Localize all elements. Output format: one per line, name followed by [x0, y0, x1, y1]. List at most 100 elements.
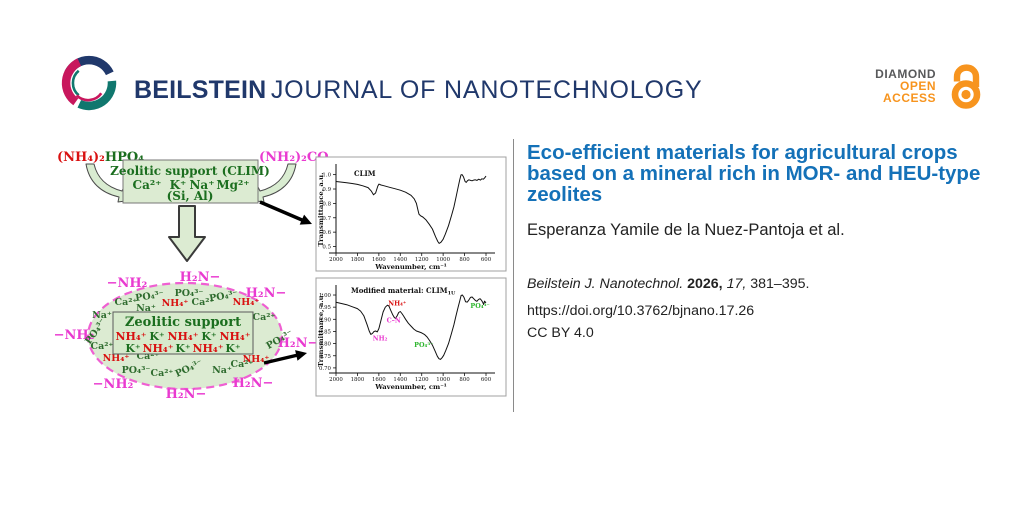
modified-spectrum-panel	[315, 277, 507, 397]
inner-support-box	[112, 311, 254, 355]
series-label: Modified material: CLIM1U	[351, 286, 456, 297]
arrow-to-modified-spectrum-head	[295, 350, 307, 361]
x-tick-label: 1000	[436, 257, 450, 263]
ion-label: Ca²⁺	[137, 351, 160, 362]
ion-label: PO₄³⁻	[135, 289, 165, 304]
y-tick-label: 0.80	[319, 342, 332, 348]
logo-arc-crimson-thin	[75, 92, 103, 102]
journal-wordmark: BEILSTEIN JOURNAL OF NANOTECHNOLOGY	[134, 76, 702, 105]
x-tick-label: 1200	[415, 257, 429, 263]
band-annotation: C–N	[387, 317, 401, 325]
logo-arc-teal-thin	[71, 69, 80, 97]
y-tick-label: 0.7	[322, 216, 331, 222]
reagent-dap-ammonium: (NH₄)₂	[57, 150, 105, 165]
logo-arc-teal	[77, 80, 117, 111]
journal-name: JOURNAL OF NANOTECHNOLOGY	[270, 76, 703, 104]
down-arrow	[168, 205, 206, 262]
ion-label: Ca²⁺	[91, 341, 114, 352]
arrow-to-clim-spectrum-head	[299, 214, 312, 225]
x-axis-title: Wavenumber, cm⁻¹	[374, 263, 447, 271]
clim-spectrum-plot: 2000 1800 1600 1400 1200 1000 800 600 1.0 0.9 0.8 0…	[317, 164, 495, 271]
y-axis-title: Transmittance, a.u.	[317, 173, 325, 247]
amine-label: H₂N−	[278, 336, 319, 351]
ion-label: Na⁺	[136, 303, 156, 314]
citation-pages: 381–395.	[750, 276, 810, 292]
y-tick-label: 0.8	[322, 201, 331, 207]
y-tick-label: 0.70	[319, 366, 332, 372]
amine-label: −NH₂	[54, 328, 95, 343]
open-lock-icon	[951, 64, 981, 109]
exchanged-ion-label: NH₄⁺	[192, 342, 223, 355]
article-doi-link[interactable]: https://doi.org/10.3762/bjnano.17.26	[527, 303, 755, 319]
y-tick-label: 1.0	[322, 173, 331, 179]
band-annotation: NH₄⁺	[388, 299, 406, 307]
open-access-labels: DIAMOND OPEN ACCESS	[875, 68, 936, 104]
ion-label: Ca²⁺	[253, 312, 276, 323]
article-title[interactable]: Eco-efficient materials for agricultural…	[527, 141, 981, 206]
spectrum-curve	[335, 174, 487, 244]
y-tick-label: 0.75	[319, 354, 332, 360]
beilstein-logo[interactable]	[57, 51, 121, 115]
article-info-panel: Eco-efficient materials for agricultural…	[527, 141, 993, 341]
exchanged-ion-label: NH₄⁺	[142, 342, 173, 355]
exchanged-ion-label: K⁺	[201, 330, 217, 343]
graphical-abstract-figure: (NH₄)₂HPO₄ (NH₂)₂CO Zeolitic support (CL…	[54, 150, 507, 402]
y-tick-label: 0.90	[319, 317, 332, 323]
open-label: OPEN	[899, 79, 936, 93]
open-access-badge[interactable]: DIAMOND OPEN ACCESS	[858, 60, 988, 112]
access-label: ACCESS	[882, 91, 936, 105]
citation-year: 2026,	[687, 276, 723, 292]
cation-label: Mg²⁺	[216, 178, 249, 192]
x-tick-label: 2000	[329, 377, 343, 383]
x-tick-label: 800	[459, 377, 470, 383]
exchanged-ion-label: K⁺	[225, 342, 241, 355]
exchanged-ion-label: NH₄⁺	[219, 330, 250, 343]
amine-labels: −NH₂ H₂N− H₂N− −NH₂ H₂N− −NH₂ H₂N− H₂N−	[54, 270, 319, 402]
logo-arc-crimson	[61, 58, 82, 106]
citation-volume: 17,	[726, 276, 747, 292]
article-license: CC BY 4.0	[527, 325, 594, 341]
ion-label: PO₄³⁻	[175, 288, 204, 299]
amine-label: H₂N−	[166, 387, 207, 402]
inner-support-row2: K⁺ NH₄⁺ K⁺ NH₄⁺ K⁺	[125, 342, 241, 355]
x-axis-title: Wavenumber, cm⁻¹	[374, 383, 447, 391]
x-tick-label: 600	[481, 377, 492, 383]
exchanged-ion-label: K⁺	[125, 342, 141, 355]
arrow-to-clim-spectrum	[259, 200, 303, 222]
vertical-divider	[513, 139, 514, 412]
amine-label: −NH₂	[107, 276, 148, 291]
exchanged-ion-label: NH₄⁺	[115, 330, 146, 343]
y-tick-label: 1.00	[319, 293, 332, 299]
y-tick-label: 0.6	[322, 230, 331, 236]
x-tick-label: 1400	[393, 257, 407, 263]
clim-spectrum-panel	[315, 156, 507, 272]
y-axis-title: Transmittance, a.u.	[317, 293, 325, 367]
ion-label: PO₄³⁻	[208, 289, 238, 305]
exchanged-ion-label: K⁺	[149, 330, 165, 343]
article-authors: Esperanza Yamile de la Nuez-Pantoja et a…	[527, 221, 845, 239]
x-tick-label: 800	[459, 257, 470, 263]
ion-label: Ca²⁺	[231, 359, 254, 370]
y-tick-label: 0.9	[322, 187, 331, 193]
ion-label: Na⁺	[212, 365, 232, 376]
amine-label: H₂N−	[180, 270, 221, 285]
series-label: CLIM	[354, 169, 376, 178]
band-annotation: PO₄³⁻	[470, 302, 489, 310]
series-label-subscript: 1U	[448, 291, 456, 297]
lock-keyhole	[961, 89, 971, 100]
cation-label: K⁺	[170, 178, 187, 192]
support-box-framework: (Si, Al)	[167, 189, 214, 203]
ion-label: NH₄⁺	[233, 297, 260, 308]
ion-label: NH₄⁺	[162, 298, 189, 309]
x-tick-label: 1800	[351, 377, 365, 383]
ion-label: NH₄⁺	[103, 353, 130, 364]
x-tick-label: 1600	[372, 377, 386, 383]
ion-label: PO₄³⁻	[122, 365, 151, 376]
brand-name: BEILSTEIN	[134, 76, 267, 104]
support-box	[122, 159, 259, 204]
inner-support-row1: NH₄⁺ K⁺ NH₄⁺ K⁺ NH₄⁺	[115, 330, 250, 343]
inner-support-title: Zeolitic support	[125, 315, 241, 330]
ion-label: Na⁺	[92, 310, 112, 321]
x-tick-label: 1800	[351, 257, 365, 263]
